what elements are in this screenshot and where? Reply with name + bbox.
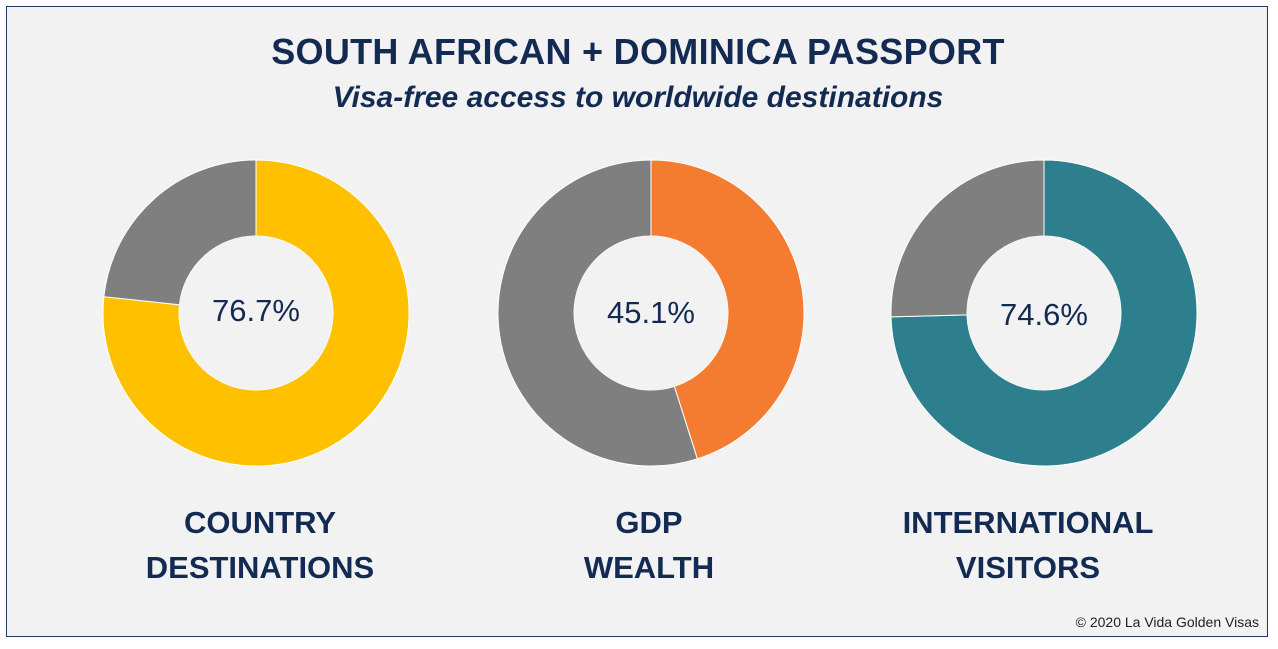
category-label-line: COUNTRY [183,505,337,540]
donut-hole [967,236,1121,390]
chart-frame: SOUTH AFRICAN + DOMINICA PASSPORT Visa-f… [6,6,1268,637]
category-label-international-visitors: INTERNATIONAL VISITORS [858,500,1198,590]
category-label-line: INTERNATIONAL [902,505,1154,540]
category-label-line: WEALTH [583,550,715,585]
category-label-gdp-wealth: GDP WEALTH [479,500,819,590]
donut-slice-value [890,159,1198,467]
category-label-line: DESTINATIONS [145,550,375,585]
donut-chart-gdp-wealth [497,159,805,467]
donut-hole [574,236,728,390]
category-label-line: GDP [615,505,683,540]
donut-center-label: 76.7% [212,293,300,328]
donut-hole [179,236,333,390]
donut-center-label: 45.1% [607,295,695,330]
page-subtitle: Visa-free access to worldwide destinatio… [332,81,944,114]
copyright-footer: © 2020 La Vida Golden Visas [1075,614,1259,630]
category-label-line: VISITORS [955,550,1101,585]
page-title: SOUTH AFRICAN + DOMINICA PASSPORT [271,31,1005,72]
donut-chart-international-visitors [890,159,1198,467]
category-label-country-destinations: COUNTRY DESTINATIONS [90,500,430,590]
donut-center-label: 74.6% [1000,297,1088,332]
donut-chart-country-destinations [102,159,410,467]
